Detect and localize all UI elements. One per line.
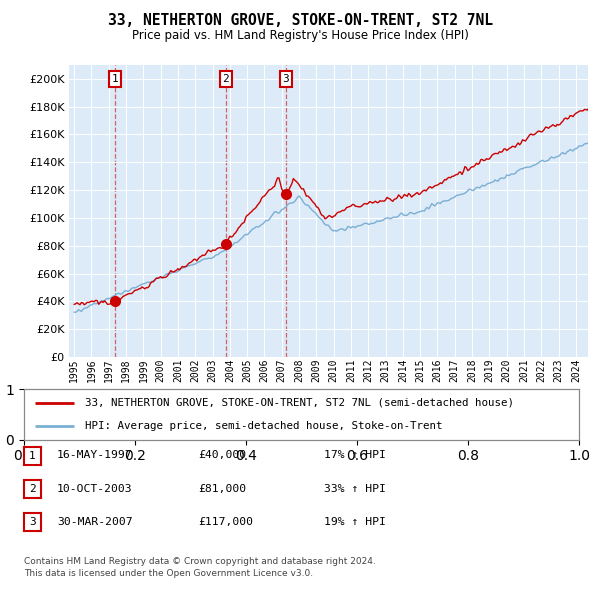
- Text: HPI: Average price, semi-detached house, Stoke-on-Trent: HPI: Average price, semi-detached house,…: [85, 421, 443, 431]
- Text: 33, NETHERTON GROVE, STOKE-ON-TRENT, ST2 7NL: 33, NETHERTON GROVE, STOKE-ON-TRENT, ST2…: [107, 13, 493, 28]
- Text: Price paid vs. HM Land Registry's House Price Index (HPI): Price paid vs. HM Land Registry's House …: [131, 29, 469, 42]
- Text: 1: 1: [112, 74, 119, 84]
- Text: This data is licensed under the Open Government Licence v3.0.: This data is licensed under the Open Gov…: [24, 569, 313, 578]
- Text: 10-OCT-2003: 10-OCT-2003: [57, 484, 133, 493]
- Text: Contains HM Land Registry data © Crown copyright and database right 2024.: Contains HM Land Registry data © Crown c…: [24, 557, 376, 566]
- Text: £81,000: £81,000: [198, 484, 246, 493]
- Text: 30-MAR-2007: 30-MAR-2007: [57, 517, 133, 526]
- Text: 17% ↑ HPI: 17% ↑ HPI: [324, 451, 386, 460]
- Text: 2: 2: [29, 484, 36, 494]
- Text: 3: 3: [283, 74, 289, 84]
- Text: 16-MAY-1997: 16-MAY-1997: [57, 451, 133, 460]
- Text: £117,000: £117,000: [198, 517, 253, 526]
- Text: 33, NETHERTON GROVE, STOKE-ON-TRENT, ST2 7NL (semi-detached house): 33, NETHERTON GROVE, STOKE-ON-TRENT, ST2…: [85, 398, 514, 408]
- Text: 2: 2: [223, 74, 229, 84]
- Text: 19% ↑ HPI: 19% ↑ HPI: [324, 517, 386, 526]
- Text: 33% ↑ HPI: 33% ↑ HPI: [324, 484, 386, 493]
- Text: 3: 3: [29, 517, 36, 527]
- Text: 1: 1: [29, 451, 36, 461]
- Text: £40,000: £40,000: [198, 451, 246, 460]
